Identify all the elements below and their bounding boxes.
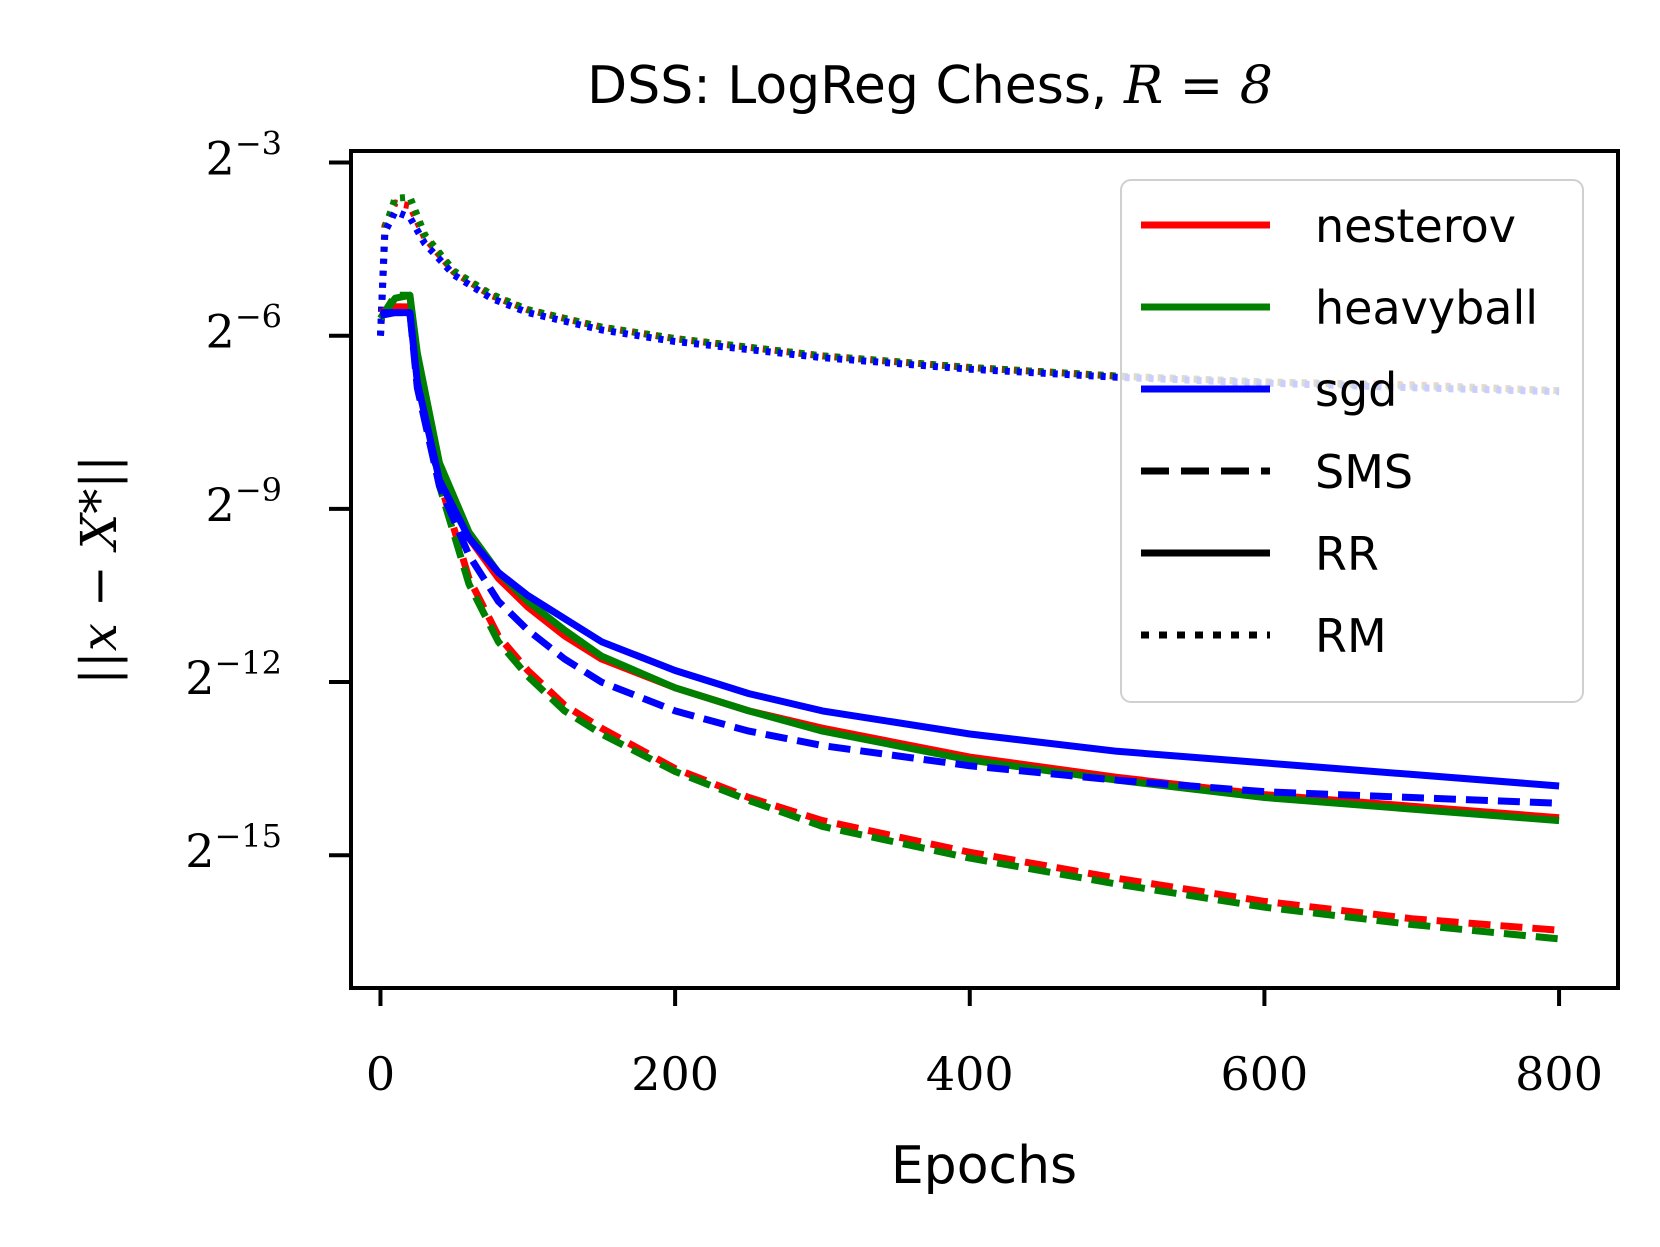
x-tick-label: 600 xyxy=(1221,1047,1309,1101)
series-heavyball-rm xyxy=(377,193,1560,395)
x-axis-label: Epochs xyxy=(891,1136,1077,1196)
x-tick-label: 0 xyxy=(366,1047,395,1101)
series-layer xyxy=(377,193,1560,943)
legend-label: nesterov xyxy=(1315,199,1516,253)
legend-label: RR xyxy=(1315,527,1379,581)
x-tick-label: 800 xyxy=(1515,1047,1603,1101)
y-axis-label: ||x − X*|| xyxy=(70,455,128,685)
y-tick-label: 2−3 xyxy=(206,125,282,186)
legend: nesterov heavyball sgd SMS RR RM xyxy=(1120,179,1584,703)
x-tick-label: 200 xyxy=(631,1047,719,1101)
x-tick-label: 400 xyxy=(926,1047,1014,1101)
y-tick-label: 2−12 xyxy=(185,644,282,705)
chart-title-text: DSS: LogReg Chess, xyxy=(587,56,1124,116)
series-sgd-rr xyxy=(380,309,1560,790)
legend-label: SMS xyxy=(1315,445,1413,499)
legend-label: RM xyxy=(1315,609,1387,663)
chart-title: DSS: LogReg Chess, R = 8 xyxy=(587,56,1273,116)
legend-label: sgd xyxy=(1315,363,1397,417)
y-tick-label: 2−9 xyxy=(206,471,282,532)
y-tick-label: 2−6 xyxy=(206,298,282,359)
legend-label: heavyball xyxy=(1315,281,1538,335)
plot-frame xyxy=(349,149,1620,990)
series-sgd-rm xyxy=(377,208,1560,396)
y-tick-label: 2−15 xyxy=(185,817,282,878)
y-axis-ticks: 2−3 2−6 2−9 2−12 2−15 xyxy=(185,125,351,878)
x-axis-ticks: 0 200 400 600 800 xyxy=(366,988,1603,1101)
chart-title-math: R = 8 xyxy=(1123,56,1273,116)
